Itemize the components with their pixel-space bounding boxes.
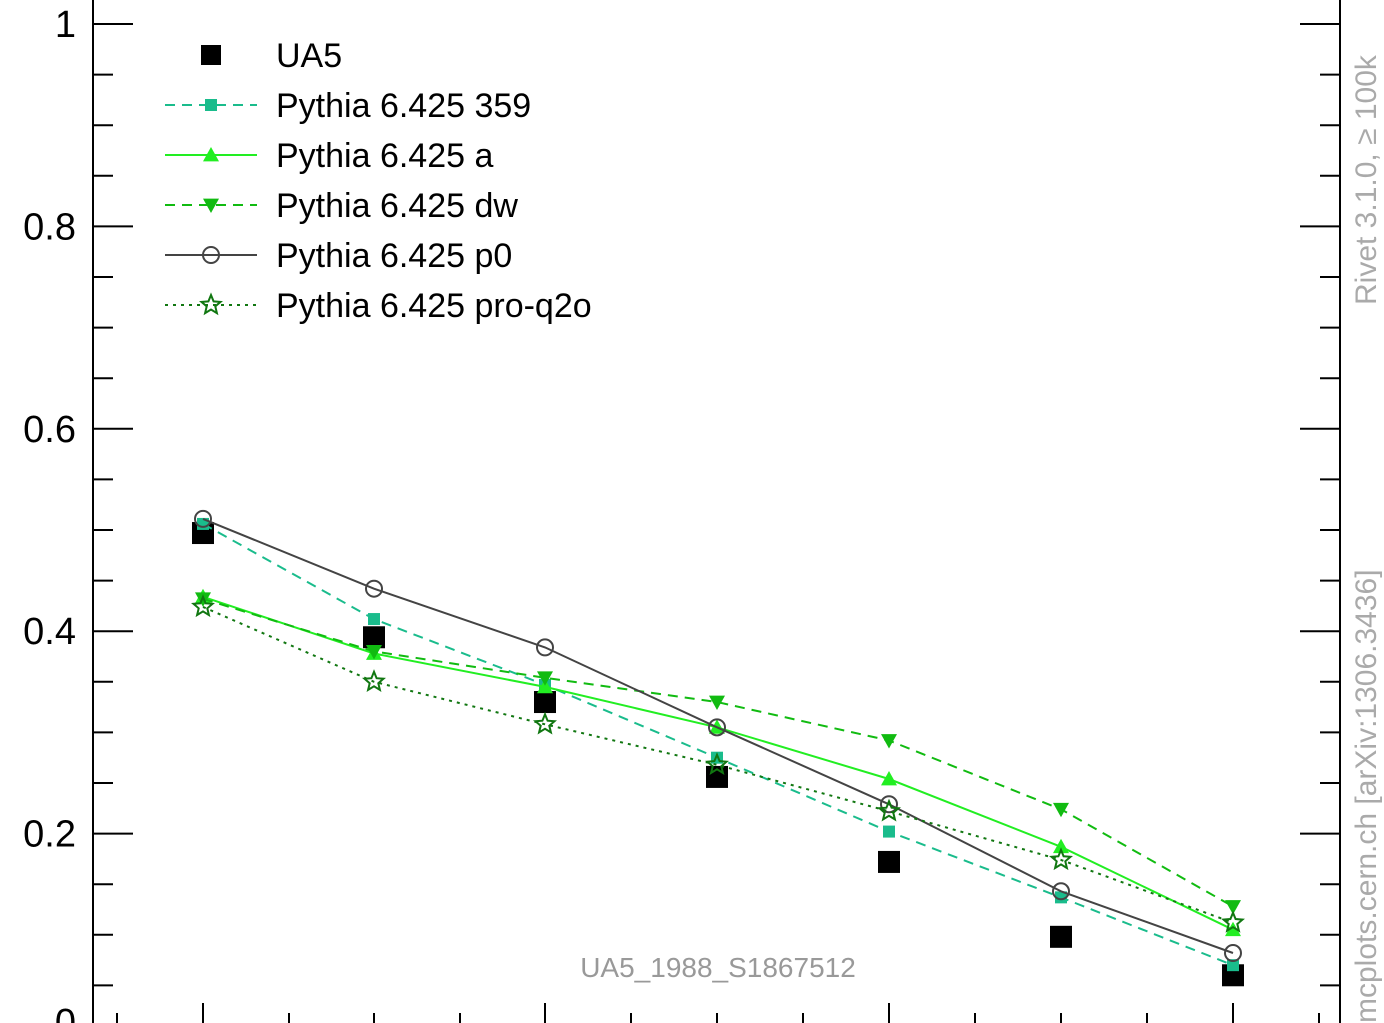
y-tick-label: 0.2: [23, 814, 76, 856]
legend-marker: [203, 198, 219, 213]
analysis-annotation: UA5_1988_S1867512: [580, 952, 856, 983]
data-point: [1227, 959, 1239, 972]
legend-label: Pythia 6.425 359: [276, 87, 531, 125]
data-point: [1052, 882, 1070, 901]
legend-entry: Pythia 6.425 p0: [165, 237, 512, 275]
legend-marker: [202, 246, 220, 264]
data-point: [1053, 838, 1069, 854]
y-tick-label: 0.8: [23, 206, 76, 248]
data-point: [365, 579, 383, 598]
data-point: [881, 734, 897, 749]
data-point: [1221, 910, 1245, 933]
y-tick-label: 0.6: [23, 409, 76, 451]
data-point: [1053, 802, 1069, 818]
series-5: [191, 594, 1245, 933]
data-point: [537, 678, 553, 694]
legend-marker: [199, 292, 223, 316]
series-line: [202, 523, 1234, 967]
data-point: [1050, 925, 1072, 948]
y-tick-label: 1: [55, 4, 76, 46]
data-point: [195, 592, 211, 607]
data-point: [880, 795, 898, 814]
legend-marker: [205, 99, 217, 111]
data-point: [878, 850, 900, 873]
data-point: [1225, 900, 1241, 915]
legend-entry: UA5: [201, 37, 342, 75]
y-tick-label-zero: 0: [55, 1002, 76, 1023]
data-point: [362, 669, 386, 693]
data-point: [877, 798, 901, 822]
data-point: [1049, 847, 1073, 871]
series-0: [192, 522, 1244, 987]
series-3: [195, 592, 1241, 915]
data-point: [708, 718, 726, 737]
series-line: [202, 605, 1234, 924]
data-point: [366, 645, 382, 660]
axes: 0.2 0.4 0.6 0.8 1 0: [23, 0, 1341, 1023]
legend-entry: Pythia 6.425 dw: [165, 187, 518, 225]
legend-label: Pythia 6.425 a: [276, 137, 493, 175]
series-layer: [191, 509, 1245, 987]
data-point: [194, 509, 212, 528]
data-point: [883, 825, 895, 838]
series-4: [194, 509, 1242, 963]
data-point: [537, 671, 553, 686]
data-point: [533, 711, 557, 735]
legend-entry: Pythia 6.425 pro-q2o: [165, 287, 592, 325]
legend-label: Pythia 6.425 pro-q2o: [276, 287, 592, 325]
data-point: [191, 594, 215, 618]
legend-entry: Pythia 6.425 a: [165, 137, 493, 175]
data-point: [363, 626, 385, 649]
data-point: [1055, 891, 1067, 904]
rivet-version-label: Rivet 3.1.0, ≥ 100k: [1350, 54, 1383, 305]
legend-marker: [201, 45, 221, 65]
legend-label: Pythia 6.425 dw: [276, 187, 518, 225]
legend-marker: [203, 147, 219, 162]
legend: UA5 Pythia 6.425 359 Pythia 6.425 a Pythia …: [165, 37, 592, 325]
legend-label: UA5: [276, 37, 342, 75]
y-tick-label: 0.4: [23, 611, 76, 653]
data-point: [534, 691, 556, 714]
legend-label: Pythia 6.425 p0: [276, 237, 512, 275]
data-point: [368, 613, 380, 626]
data-point: [705, 752, 729, 776]
legend-entry: Pythia 6.425 359: [165, 87, 531, 125]
mcplots-source-label: mcplots.cern.ch [arXiv:1306.3436]: [1350, 569, 1383, 1023]
data-point: [1224, 944, 1242, 963]
series-1: [197, 517, 1239, 972]
data-point: [881, 770, 897, 786]
data-point: [1225, 921, 1241, 937]
data-point: [709, 695, 725, 711]
data-point: [536, 638, 554, 657]
series-line: [202, 517, 1234, 954]
